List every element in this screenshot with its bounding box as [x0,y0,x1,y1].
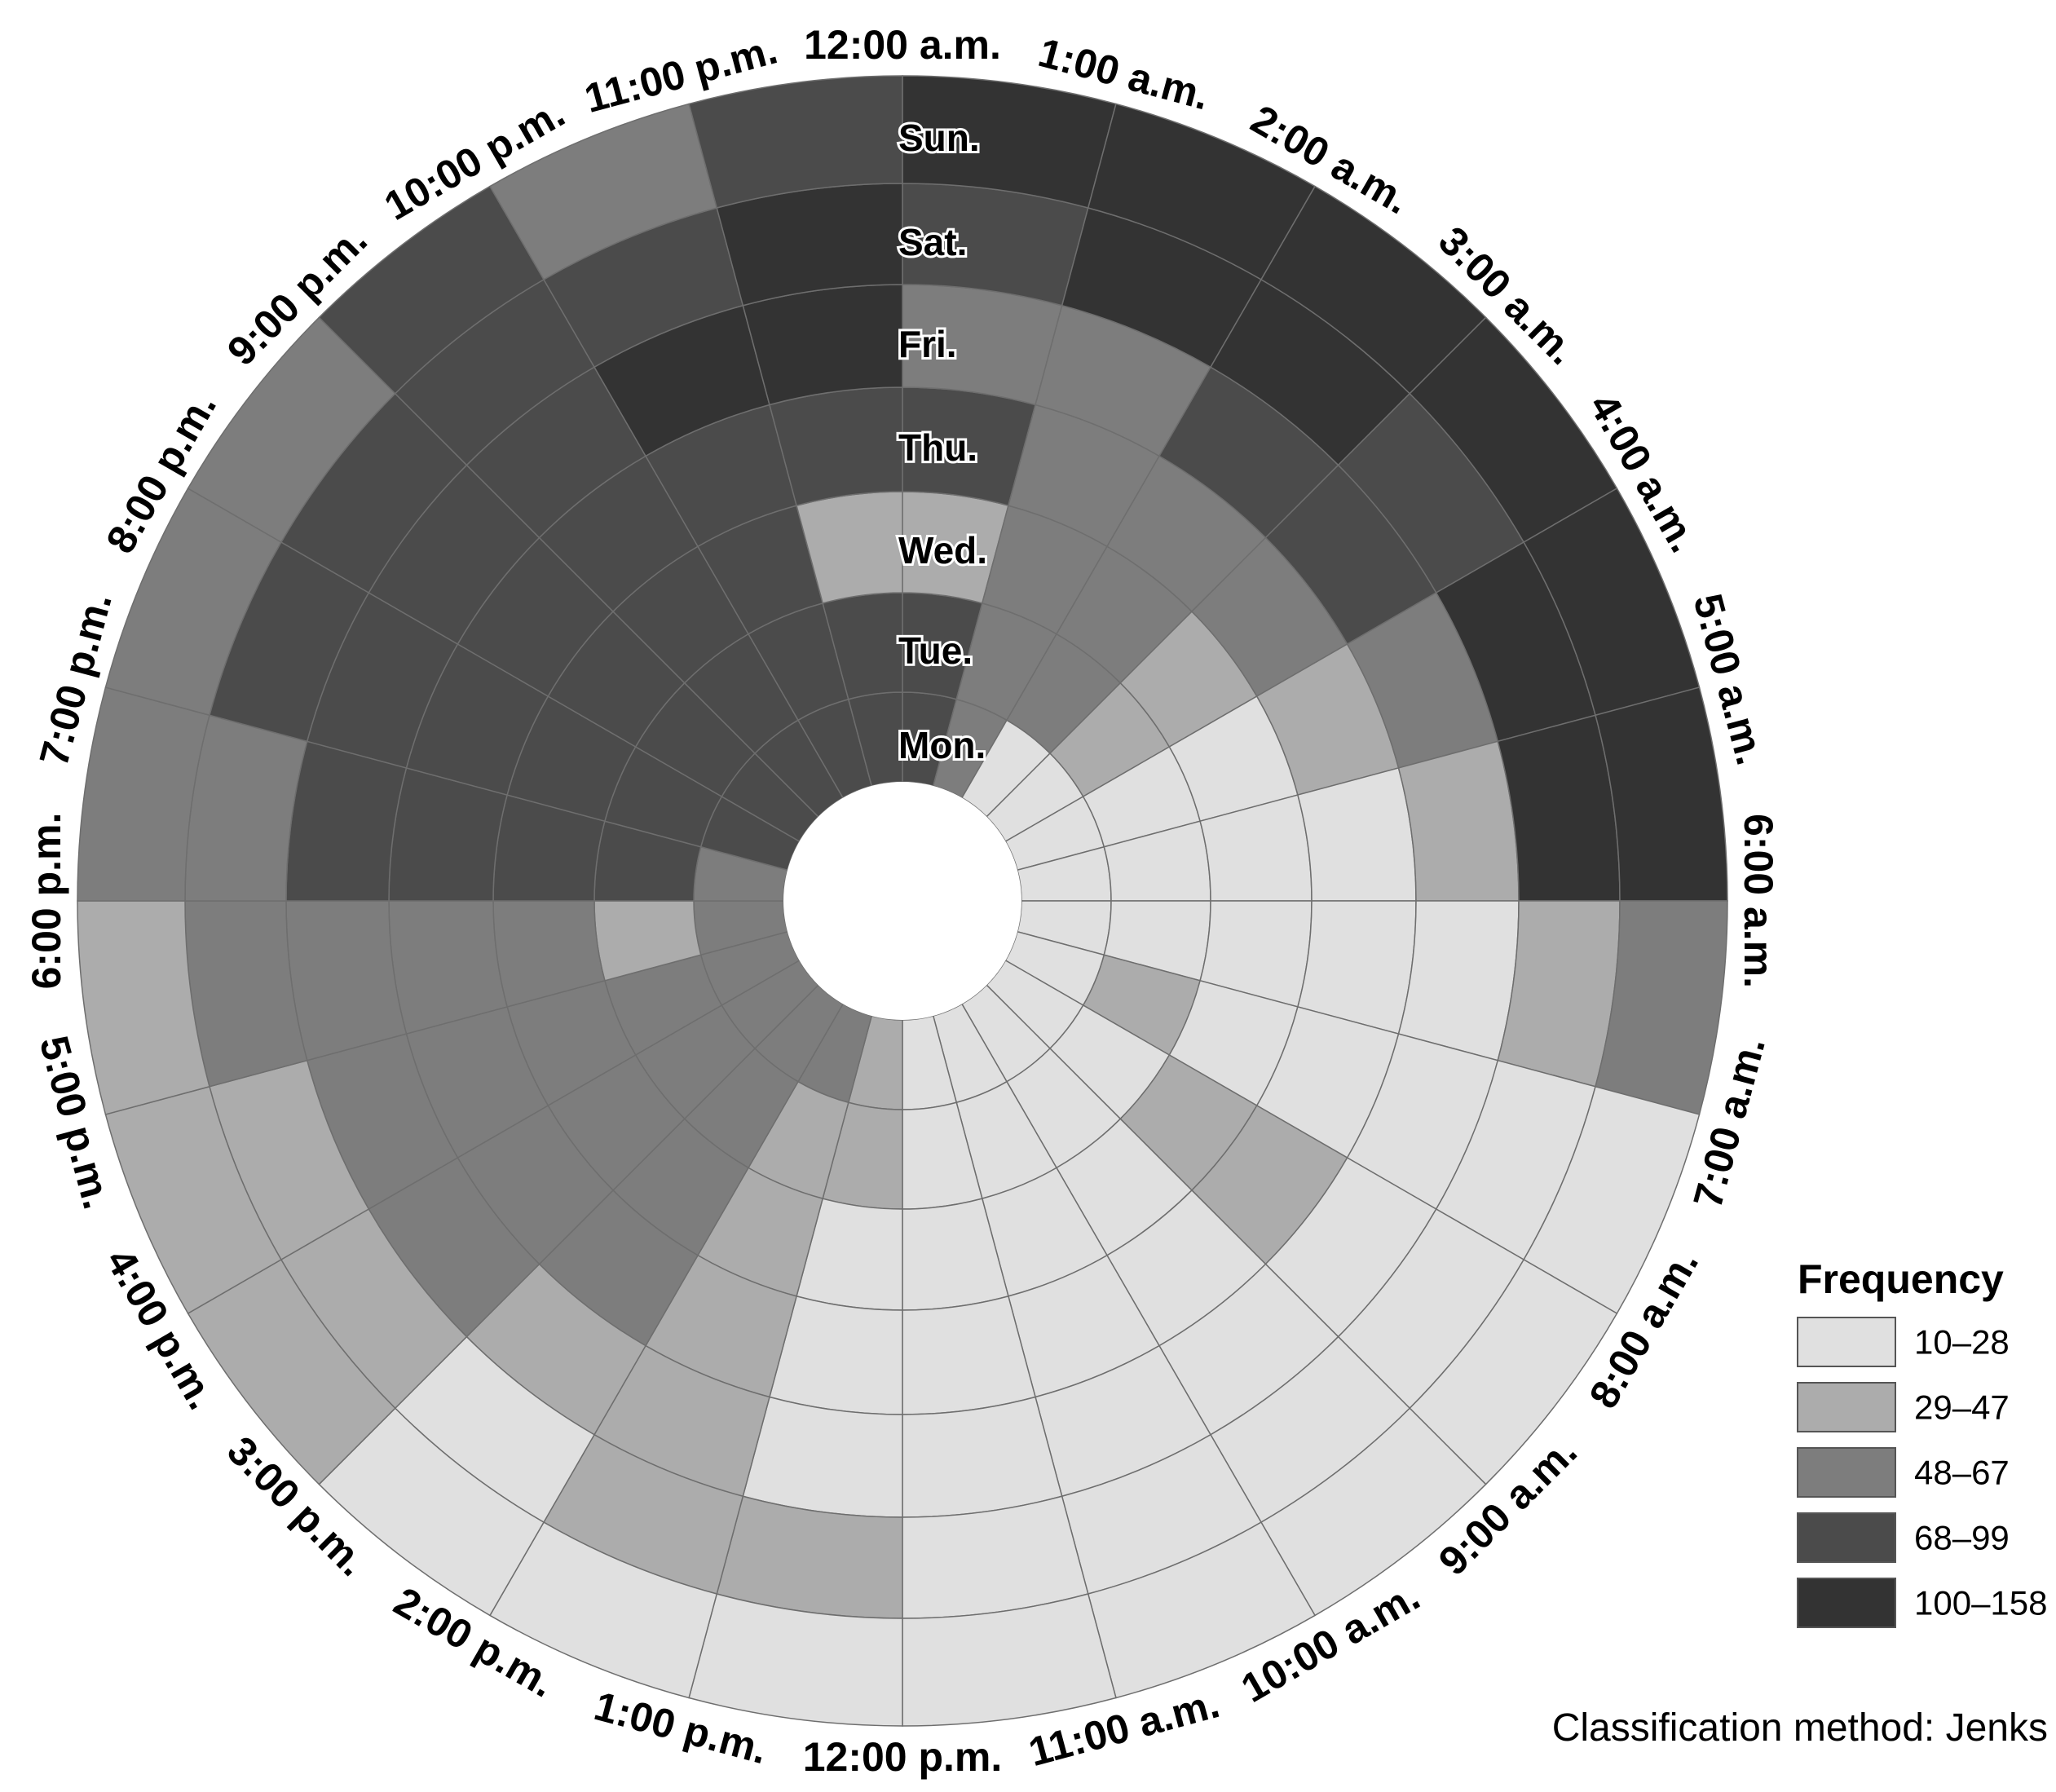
day-label: Wed. [898,529,987,572]
legend-label: 100–158 [1914,1584,2048,1622]
heatmap-cell [742,284,903,406]
heatmap-cell [742,1396,903,1518]
day-label: Sun. [898,117,980,159]
legend-swatch [1797,1317,1896,1367]
day-label: Thu. [898,426,977,469]
center-hole [783,782,1021,1020]
heatmap-cell [1397,900,1520,1062]
heatmap-cell [688,75,903,209]
legend-label: 10–28 [1914,1323,2010,1362]
day-labels: Mon. Tue. Wed. Thu. Fri. Sat. Sun. [896,114,990,769]
legend-label: 68–99 [1914,1519,2010,1557]
legend-label: 29–47 [1914,1388,2010,1427]
legend-title: Frequency [1798,1256,2004,1302]
legend-swatch [1797,1382,1896,1432]
hour-label: 6:00 p.m. [24,813,69,990]
hour-label: 12:00 a.m. [804,22,1001,68]
heatmap-cell [1397,740,1520,902]
legend-swatch [1797,1447,1896,1498]
day-label: Fri. [898,323,957,365]
hour-label: 12:00 p.m. [803,1734,1003,1780]
day-label: Sat. [898,221,967,263]
heatmap-cell [285,900,408,1062]
heatmap-cells [77,75,1728,1727]
hour-label: 6:00 a.m. [1736,814,1781,988]
legend-swatch [1797,1578,1896,1628]
legend-label: 48–67 [1914,1454,2010,1492]
heatmap-cell [285,740,408,902]
classification-method-note: Classification method: Jenks [1552,1706,2048,1750]
legend-items: 10–28 29–47 48–67 68–99 100–158 [1797,1317,2048,1628]
day-label: Mon. [898,724,986,766]
heatmap-cell [902,1396,1063,1518]
legend: Frequency 10–28 29–47 48–67 68–99 100–158 [1797,1256,2048,1628]
legend-swatch [1797,1512,1896,1563]
day-label: Tue. [898,629,973,672]
